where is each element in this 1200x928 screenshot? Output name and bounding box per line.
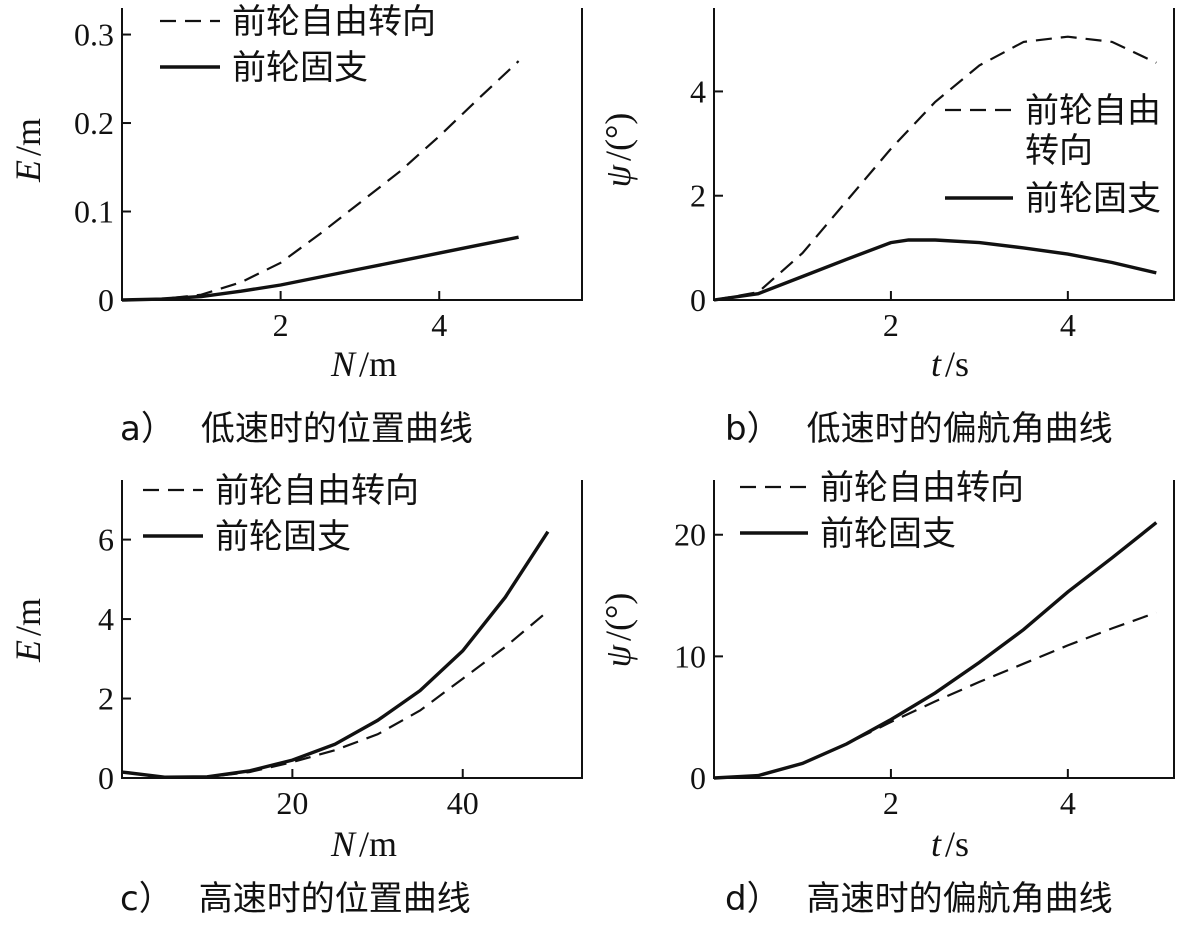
x-axis-label-d: t/s [931, 824, 969, 864]
y-tick-label-a: 0.1 [74, 194, 114, 230]
y-tick-label-a: 0 [98, 282, 114, 318]
y-tick-label-c: 6 [98, 522, 114, 558]
legend-label-dashed: 前轮自由转向 [820, 468, 1024, 508]
y-tick-label-a: 0.2 [74, 105, 114, 141]
x-tick-label-b: 2 [883, 307, 899, 343]
y-tick-label-a: 0.3 [74, 17, 114, 53]
caption-b: b） 低速时的偏航角曲线 [725, 409, 1113, 449]
legend-label-dashed: 前轮自由转向 [215, 471, 419, 511]
axis-frame-a [121, 8, 583, 301]
series-line-d-solid [713, 521, 1158, 780]
caption-c: c） 高速时的位置曲线 [120, 879, 471, 919]
y-axis-label-d: ψ/(°) [598, 593, 638, 668]
y-tick-label-d: 0 [690, 760, 706, 796]
series-line-a-solid [121, 235, 519, 302]
x-axis-label-c: N/m [330, 824, 397, 864]
series-line-b-solid [713, 238, 1157, 302]
x-axis-label-a: N/m [330, 344, 397, 384]
axis-frame-d [713, 480, 1175, 779]
series-line-b-dashed [713, 35, 1157, 302]
legend-label-solid: 前轮固支 [215, 517, 351, 557]
legend-label-solid: 前轮固支 [820, 514, 956, 554]
y-tick-label-c: 2 [98, 681, 114, 717]
axis-frame-c [121, 480, 583, 779]
caption-d: d） 高速时的偏航角曲线 [725, 879, 1113, 919]
legend-label-dashed: 前轮自由转向 [1025, 91, 1161, 171]
x-tick-label-a: 2 [273, 307, 289, 343]
axis-frame-b [713, 8, 1175, 301]
y-tick-label-d: 20 [674, 517, 706, 553]
x-tick-label-d: 4 [1060, 785, 1076, 821]
series-line-d-dashed [713, 611, 1157, 780]
series-line-a-dashed [121, 60, 520, 302]
y-tick-label-c: 0 [98, 760, 114, 796]
x-tick-label-a: 4 [431, 307, 447, 343]
x-tick-label-d: 2 [883, 785, 899, 821]
series-line-c-dashed [121, 610, 549, 779]
y-tick-label-b: 0 [690, 282, 706, 318]
x-tick-label-c: 20 [276, 785, 308, 821]
legend-label-solid: 前轮固支 [1025, 179, 1161, 219]
y-tick-label-d: 10 [674, 638, 706, 674]
legend-label-dashed: 前轮自由转向 [232, 2, 436, 42]
x-tick-label-c: 40 [447, 785, 479, 821]
caption-a: a） 低速时的位置曲线 [120, 409, 473, 449]
legend-label-solid: 前轮固支 [232, 48, 368, 88]
y-axis-label-b: ψ/(°) [598, 113, 638, 188]
x-tick-label-b: 4 [1060, 307, 1076, 343]
y-tick-label-b: 2 [690, 178, 706, 214]
y-axis-label-a: E/m [8, 118, 48, 183]
y-tick-label-b: 4 [690, 73, 706, 109]
x-axis-label-b: t/s [931, 344, 969, 384]
series-line-c-solid [121, 530, 550, 779]
y-tick-label-c: 4 [98, 601, 114, 637]
y-axis-label-c: E/m [8, 598, 48, 663]
